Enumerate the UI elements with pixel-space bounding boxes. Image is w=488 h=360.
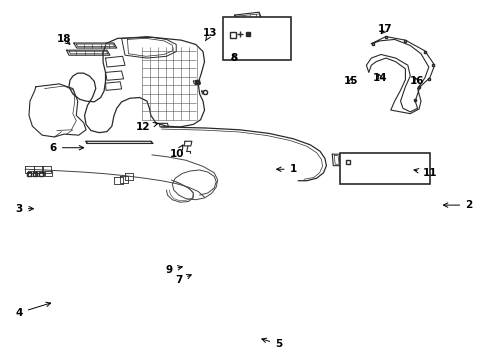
- Text: 10: 10: [170, 145, 184, 159]
- Text: 17: 17: [377, 24, 391, 35]
- Text: 6: 6: [50, 143, 83, 153]
- Text: 8: 8: [230, 53, 237, 63]
- Text: 12: 12: [136, 122, 158, 132]
- Text: 14: 14: [372, 73, 386, 83]
- Text: 7: 7: [175, 275, 191, 285]
- Text: 15: 15: [343, 76, 357, 86]
- Bar: [339, 153, 429, 184]
- Text: 5: 5: [261, 338, 282, 349]
- Bar: [222, 17, 290, 60]
- Text: 4: 4: [16, 302, 51, 318]
- Text: 1: 1: [276, 164, 296, 174]
- Text: 16: 16: [408, 76, 423, 86]
- Text: 11: 11: [413, 168, 436, 178]
- Text: 3: 3: [16, 204, 33, 214]
- Text: 2: 2: [443, 200, 471, 210]
- Text: 18: 18: [57, 35, 71, 44]
- Text: 13: 13: [203, 28, 217, 41]
- Text: 9: 9: [165, 265, 182, 275]
